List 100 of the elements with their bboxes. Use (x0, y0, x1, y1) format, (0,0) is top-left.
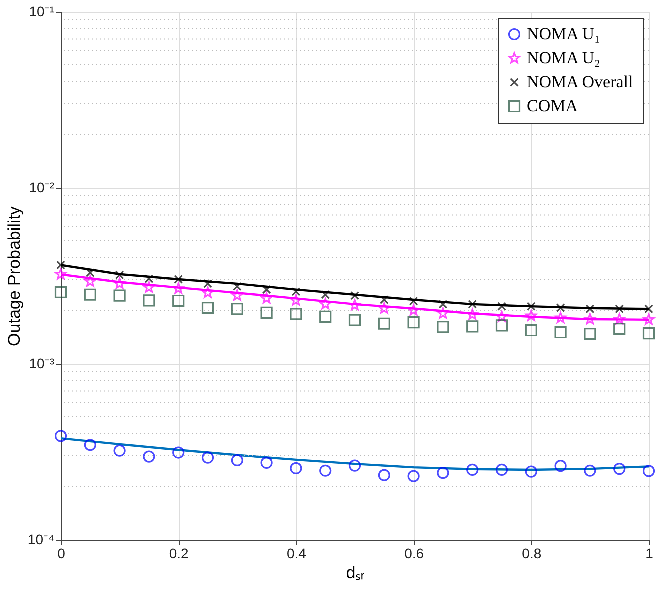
point (262, 285, 272, 294)
point (554, 326, 567, 339)
point (496, 310, 508, 322)
point (380, 296, 389, 304)
point (409, 296, 418, 306)
point (644, 304, 654, 314)
y-axis-title: Outage Probability (4, 206, 24, 346)
point (378, 302, 390, 314)
point (231, 454, 244, 467)
point (466, 308, 478, 320)
x-tick-label: 0.2 (169, 546, 190, 562)
point (348, 460, 362, 472)
point (84, 288, 96, 301)
y-tick-label: 10⁻³ (29, 356, 55, 372)
point (496, 320, 508, 332)
point (260, 456, 273, 469)
point (231, 303, 244, 316)
point (584, 313, 596, 325)
point (232, 290, 244, 301)
point (614, 313, 626, 325)
point (320, 464, 332, 477)
point (408, 304, 420, 316)
point (584, 328, 596, 340)
point (408, 470, 420, 482)
x-axis-title: dₛᵣ (346, 564, 365, 582)
point (468, 300, 478, 309)
point (526, 310, 538, 322)
point (554, 460, 567, 472)
point (496, 464, 508, 476)
x-tick-label: 0.6 (404, 546, 424, 562)
point (261, 292, 273, 304)
point (466, 464, 479, 476)
point (437, 308, 449, 319)
point (614, 463, 626, 476)
point (202, 302, 214, 314)
x-tick-label: 0 (58, 546, 66, 562)
line-series (61, 437, 649, 472)
point (54, 430, 68, 442)
point (642, 327, 656, 340)
point (143, 450, 156, 463)
point (204, 279, 212, 288)
point (143, 294, 156, 307)
x-tick-label: 0.4 (286, 546, 307, 562)
point (350, 291, 360, 300)
point (498, 302, 506, 312)
point (321, 290, 330, 300)
legend-label: COMA (527, 96, 579, 116)
point (174, 275, 184, 284)
point (172, 282, 184, 294)
point (54, 286, 68, 298)
point (143, 282, 155, 293)
point (55, 268, 67, 280)
point (526, 302, 536, 312)
point (438, 300, 448, 309)
point (84, 439, 96, 452)
point (320, 310, 332, 324)
point (232, 282, 242, 292)
point (614, 322, 626, 336)
legend-label: NOMA U₂ (527, 48, 600, 68)
point (320, 298, 332, 310)
point (555, 312, 567, 324)
point (290, 308, 302, 320)
point (114, 290, 126, 302)
point (525, 324, 538, 337)
point (525, 466, 538, 478)
point (437, 467, 450, 480)
y-tick-label: 10⁻¹ (29, 4, 55, 20)
point (348, 314, 362, 326)
point (586, 304, 595, 314)
x-tick-label: 0.8 (522, 546, 542, 562)
point (408, 316, 420, 329)
point (202, 452, 214, 464)
point (643, 314, 655, 325)
point (290, 294, 302, 306)
point (349, 299, 361, 311)
legend-label: NOMA U₁ (527, 24, 600, 44)
point (290, 462, 302, 474)
point (115, 270, 124, 280)
point (202, 287, 214, 298)
point (378, 318, 390, 330)
point (437, 321, 450, 334)
legend-label: NOMA Overall (527, 72, 634, 92)
point (292, 287, 301, 296)
y-tick-label: 10⁻⁴ (28, 532, 54, 548)
point (56, 260, 66, 270)
point (144, 274, 154, 284)
point (556, 304, 566, 312)
point (615, 304, 624, 314)
point (584, 464, 596, 477)
point (378, 469, 390, 482)
point (84, 276, 96, 287)
point (642, 465, 656, 478)
point (172, 446, 185, 459)
point (114, 278, 126, 289)
point (260, 306, 273, 319)
y-tick-label: 10⁻² (29, 180, 55, 196)
x-tick-label: 1 (646, 546, 654, 562)
point (466, 320, 479, 333)
point (172, 294, 185, 308)
point (114, 444, 126, 457)
